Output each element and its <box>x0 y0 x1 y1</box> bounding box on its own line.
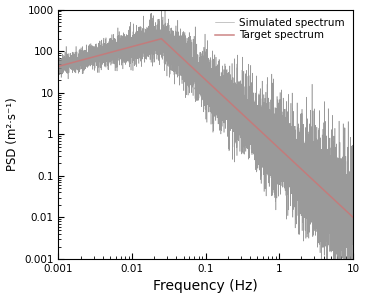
Simulated spectrum <box>351 148 355 151</box>
Target spectrum <box>163 40 167 44</box>
Simulated spectrum <box>163 0 167 2</box>
Simulated spectrum <box>274 162 279 166</box>
Simulated spectrum <box>243 135 248 139</box>
Simulated spectrum <box>290 207 295 211</box>
Target spectrum <box>56 65 61 68</box>
Target spectrum <box>351 215 355 219</box>
Legend: Simulated spectrum, Target spectrum: Simulated spectrum, Target spectrum <box>212 15 348 44</box>
Target spectrum <box>71 60 76 64</box>
Y-axis label: PSD (m²·s⁻¹): PSD (m²·s⁻¹) <box>5 97 19 171</box>
Simulated spectrum <box>56 62 61 66</box>
Target spectrum <box>290 159 295 163</box>
Target spectrum <box>274 144 279 148</box>
Line: Target spectrum: Target spectrum <box>58 39 353 217</box>
Target spectrum <box>159 37 164 40</box>
Simulated spectrum <box>163 22 167 26</box>
Simulated spectrum <box>71 60 76 64</box>
Line: Simulated spectrum: Simulated spectrum <box>58 0 353 299</box>
X-axis label: Frequency (Hz): Frequency (Hz) <box>153 280 258 293</box>
Target spectrum <box>243 115 248 119</box>
Simulated spectrum <box>231 98 235 102</box>
Target spectrum <box>231 103 235 107</box>
